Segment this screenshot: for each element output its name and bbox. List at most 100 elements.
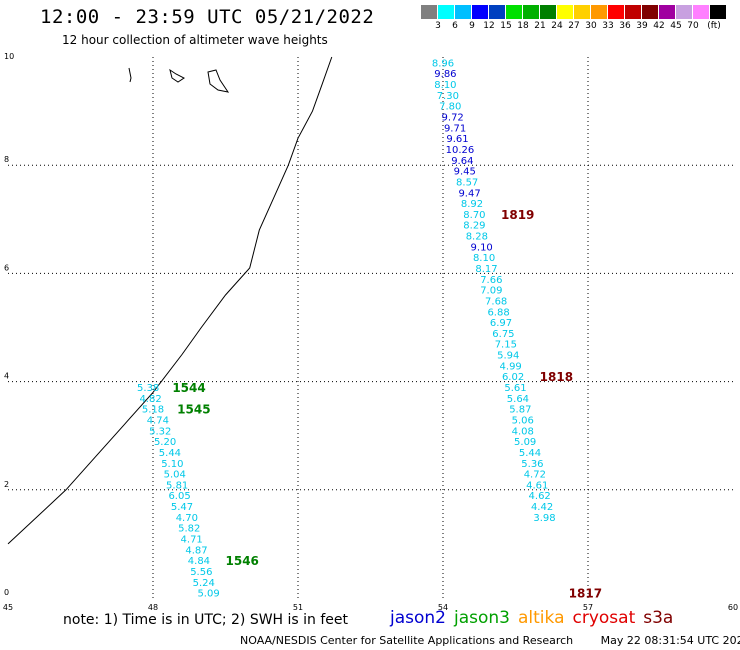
color-scale-label: 21	[534, 21, 546, 31]
wave-height-value: 4.87	[185, 545, 207, 556]
wave-height-value: 4.62	[529, 491, 551, 502]
x-tick-label: 45	[3, 603, 13, 612]
color-swatch	[642, 5, 659, 19]
color-scale-label: 6	[452, 21, 458, 31]
x-tick-label: 60	[728, 603, 738, 612]
wave-height-value: 5.94	[497, 351, 519, 362]
x-tick-label: 54	[438, 603, 448, 612]
coastline	[7, 56, 333, 545]
pass-time-label: 1545	[177, 403, 210, 417]
y-tick-label: 6	[4, 263, 9, 272]
units-note: note: 1) Time is in UTC; 2) SWH is in fe…	[63, 612, 349, 628]
wave-height-value: 5.82	[178, 524, 200, 535]
satellite-legend: jason2 jason3 altika cryosat s3a	[390, 608, 681, 628]
wave-height-value: 9.61	[446, 134, 468, 145]
legend-item-cryosat: cryosat	[572, 608, 636, 628]
wave-height-value: 8.70	[463, 210, 485, 221]
color-swatch	[540, 5, 557, 19]
wave-height-value: 5.20	[154, 437, 176, 448]
color-scale-label: 3	[435, 21, 441, 31]
color-scale-label: 36	[619, 21, 631, 31]
wave-height-value: 3.98	[533, 513, 555, 524]
color-scale-swatches	[421, 5, 740, 19]
wave-height-value: 9.47	[458, 188, 480, 199]
color-scale-bar: 3 6 9 12 15 18 21 24 27 30 33 36 39 42 45 70 (ft)	[421, 5, 740, 33]
wave-height-value: 7.15	[495, 340, 517, 351]
color-swatch	[506, 5, 523, 19]
color-scale-labels: 3 6 9 12 15 18 21 24 27 30 33 36 39 42 45 70 (ft)	[421, 21, 740, 33]
wave-height-value: 6.88	[487, 307, 509, 318]
footer-timestamp: May 22 08:31:54 UTC 2022	[600, 634, 740, 647]
wave-height-value: 8.10	[473, 253, 495, 264]
legend-item-jason2: jason2	[390, 608, 446, 628]
color-scale-label: 39	[636, 21, 648, 31]
wave-height-value: 9.86	[434, 69, 456, 80]
y-tick-label: 2	[4, 480, 9, 489]
island	[169, 68, 185, 83]
color-swatch	[591, 5, 608, 19]
color-swatch	[472, 5, 489, 19]
wave-height-value: 4.71	[181, 534, 203, 545]
wave-height-value: 5.09	[197, 589, 219, 600]
legend-item-s3a: s3a	[643, 608, 674, 628]
wave-height-value: 9.71	[444, 123, 466, 134]
wave-height-value: 5.64	[507, 394, 529, 405]
color-swatch	[676, 5, 693, 19]
color-scale-label: 42	[653, 21, 665, 31]
wave-height-value: 8.28	[466, 232, 488, 243]
wave-height-value: 6.02	[502, 372, 524, 383]
y-tick-label: 10	[4, 52, 14, 61]
pass-time-label: 1544	[172, 381, 205, 395]
wave-height-value: 7.68	[485, 296, 507, 307]
y-tick-label: 0	[4, 588, 9, 597]
color-scale-label: (ft)	[707, 21, 721, 31]
wave-height-value: 6.05	[168, 491, 190, 502]
wave-height-value: 5.06	[512, 415, 534, 426]
wave-height-value: 5.04	[164, 470, 186, 481]
color-swatch	[438, 5, 455, 19]
page-title: 12:00 - 23:59 UTC 05/21/2022	[40, 6, 375, 28]
color-scale-label: 33	[602, 21, 614, 31]
pass-time-label: 1546	[226, 554, 259, 568]
wave-height-value: 4.84	[188, 556, 210, 567]
x-tick-label: 48	[148, 603, 158, 612]
x-tick-label: 51	[293, 603, 303, 612]
color-swatch	[523, 5, 540, 19]
color-scale-label: 9	[469, 21, 475, 31]
color-swatch	[421, 5, 438, 19]
wave-height-value: 7.09	[480, 286, 502, 297]
wave-height-value: 4.82	[139, 394, 161, 405]
pass-time-label: 1817	[569, 587, 602, 601]
wave-height-value: 10.26	[446, 145, 475, 156]
island	[207, 69, 230, 93]
wave-height-value: 5.44	[519, 448, 541, 459]
wave-height-value: 4.70	[176, 513, 198, 524]
color-scale-label: 24	[551, 21, 563, 31]
wave-height-value: 5.38	[137, 383, 159, 394]
wave-height-value: 9.64	[451, 156, 473, 167]
wave-height-value: 5.81	[166, 480, 188, 491]
color-swatch	[489, 5, 506, 19]
footer-credit: NOAA/NESDIS Center for Satellite Applica…	[240, 634, 574, 647]
wave-height-value: 5.36	[521, 459, 543, 470]
color-scale-label: 18	[517, 21, 529, 31]
color-swatch	[557, 5, 574, 19]
footer: NOAA/NESDIS Center for Satellite Applica…	[240, 634, 740, 647]
wave-height-value: 5.87	[509, 405, 531, 416]
wave-height-value: 8.10	[434, 80, 456, 91]
color-scale-label: 30	[585, 21, 597, 31]
color-swatch	[455, 5, 472, 19]
wave-height-value: 5.18	[142, 405, 164, 416]
wave-height-value: 9.72	[442, 113, 464, 124]
wave-height-value: 7.30	[437, 91, 459, 102]
wave-height-value: 8.96	[432, 58, 454, 69]
wave-height-value: 4.74	[147, 415, 169, 426]
legend-item-altika: altika	[518, 608, 565, 628]
color-scale-label: 70	[687, 21, 699, 31]
wave-height-value: 5.56	[190, 567, 212, 578]
color-swatch	[608, 5, 625, 19]
color-scale-label: 27	[568, 21, 580, 31]
color-swatch	[659, 5, 676, 19]
wave-height-value: 8.29	[463, 221, 485, 232]
wave-height-value: 5.24	[193, 578, 215, 589]
